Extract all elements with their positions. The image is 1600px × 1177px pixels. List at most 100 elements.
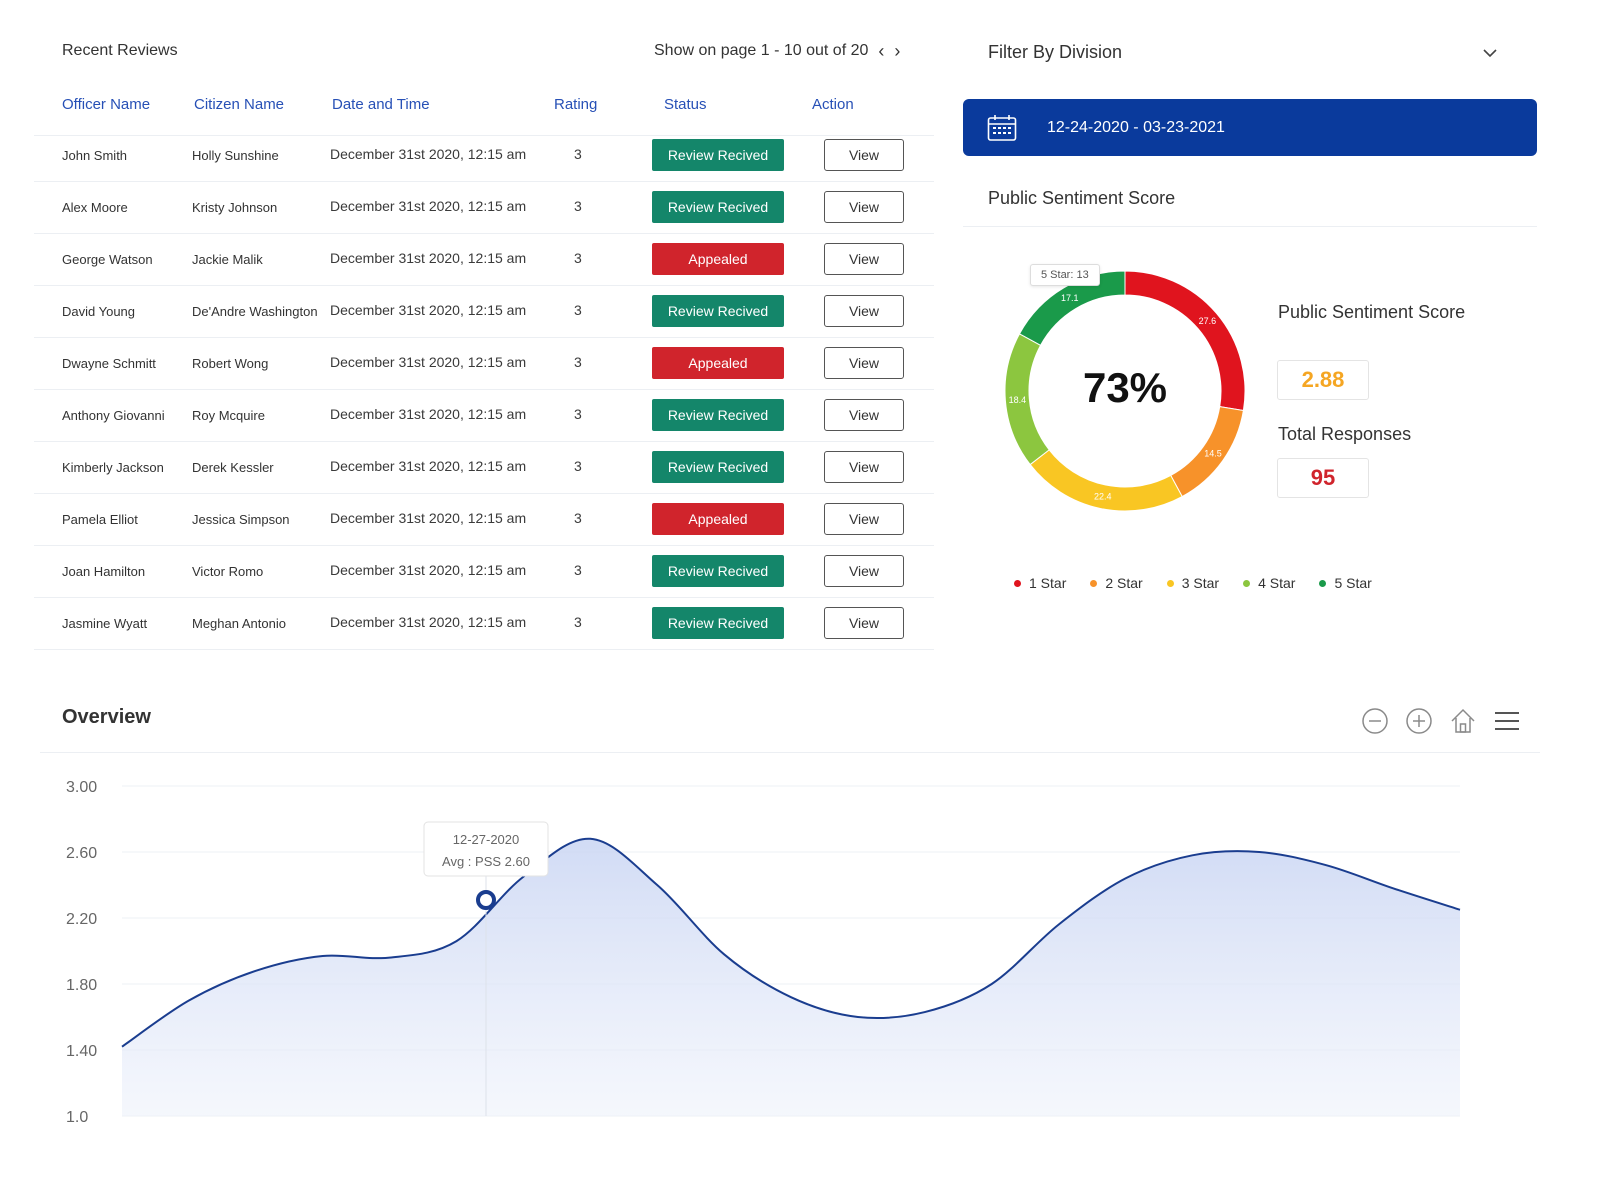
legend-item: 1 Star (1014, 575, 1066, 591)
donut-legend: 1 Star 2 Star 3 Star 4 Star 5 Star (1014, 575, 1372, 591)
view-button[interactable]: View (824, 243, 904, 275)
zoom-in-icon[interactable] (1404, 706, 1434, 736)
legend-dot (1014, 579, 1021, 587)
legend-item: 2 Star (1090, 575, 1143, 591)
recent-reviews-panel: Recent Reviews Show on page 1 - 10 out o… (34, 20, 934, 660)
sentiment-donut-chart: 27.6 14.5 22.4 18.4 17.1 73% 5 Star: 13 (990, 258, 1260, 538)
donut-slice-label: 27.6 (1199, 316, 1217, 326)
column-header-status[interactable]: Status (664, 96, 707, 113)
date-range-picker[interactable]: 12-24-2020 - 03-23-2021 (963, 99, 1537, 156)
chart-toolbar (1360, 706, 1522, 736)
y-tick-label: 1.80 (66, 977, 97, 994)
citizen-name-cell: Holly Sunshine (192, 148, 279, 163)
y-tick-label: 3.00 (66, 779, 97, 796)
donut-center-label: 73% (1082, 364, 1168, 411)
chevron-right-icon[interactable]: › (894, 41, 901, 61)
donut-slice[interactable] (1018, 270, 1126, 346)
rating-cell: 3 (574, 354, 582, 370)
date-time-cell: December 31st 2020, 12:15 am (330, 146, 527, 162)
view-button[interactable]: View (824, 607, 904, 639)
highlight-marker[interactable] (476, 890, 496, 910)
chart-tooltip-box (423, 821, 549, 877)
divider (963, 226, 1537, 227)
view-button[interactable]: View (824, 451, 904, 483)
column-header-date[interactable]: Date and Time (332, 96, 430, 113)
overview-area-chart: 3.00 2.60 2.20 1.80 1.40 1.0 12-27-2020 Avg : P… (40, 770, 1540, 1170)
donut-tooltip: 5 Star: 13 (1030, 264, 1100, 286)
column-header-citizen[interactable]: Citizen Name (194, 96, 285, 113)
table-row: Alex Moore Kristy Johnson December 31st 20… (34, 182, 934, 234)
rating-cell: 3 (574, 250, 582, 266)
rating-cell: 3 (574, 146, 582, 162)
column-header-action[interactable]: Action (812, 96, 854, 113)
status-badge: Review Recived (652, 191, 784, 223)
y-tick-label: 2.20 (66, 911, 97, 928)
table-row: Jasmine Wyatt Meghan Antonio December 31st… (34, 598, 934, 650)
recent-reviews-title: Recent Reviews (62, 42, 178, 59)
table-row: Pamela Elliot Jessica Simpson December 31s… (34, 494, 934, 546)
legend-label: 5 Star (1334, 575, 1372, 591)
rating-cell: 3 (574, 614, 582, 630)
rating-cell: 3 (574, 458, 582, 474)
view-button[interactable]: View (824, 191, 904, 223)
home-icon[interactable] (1448, 706, 1478, 736)
view-button[interactable]: View (824, 347, 904, 379)
citizen-name-cell: Kristy Johnson (192, 200, 278, 215)
officer-name-cell: Dwayne Schmitt (62, 356, 156, 371)
division-filter[interactable]: Filter By Division (988, 42, 1528, 63)
table-row: Joan Hamilton Victor Romo December 31st 20… (34, 546, 934, 598)
officer-name-cell: Jasmine Wyatt (62, 616, 148, 631)
donut-slice-label: 17.1 (1061, 293, 1079, 303)
donut-slice-label: 14.5 (1204, 449, 1222, 459)
overview-title: Overview (62, 706, 151, 728)
citizen-name-cell: Robert Wong (192, 356, 269, 371)
date-time-cell: December 31st 2020, 12:15 am (330, 198, 527, 214)
menu-icon[interactable] (1492, 706, 1522, 736)
zoom-out-icon[interactable] (1360, 706, 1390, 736)
donut-slice-label: 22.4 (1094, 492, 1112, 502)
legend-dot (1243, 579, 1251, 587)
chevron-left-icon[interactable]: ‹ (878, 41, 885, 61)
citizen-name-cell: Victor Romo (192, 564, 264, 579)
table-body: John Smith Holly Sunshine December 31st 20… (34, 130, 934, 650)
column-header-rating[interactable]: Rating (554, 96, 598, 113)
officer-name-cell: John Smith (62, 148, 128, 163)
view-button[interactable]: View (824, 139, 904, 171)
table-row: David Young De'Andre Washington December 3… (34, 286, 934, 338)
legend-dot (1166, 579, 1174, 587)
filter-label: Filter By Division (988, 42, 1123, 62)
area-chart-svg: 3.00 2.60 2.20 1.80 1.40 1.0 12-27-2020 Avg : P… (66, 779, 1461, 1126)
rating-cell: 3 (574, 562, 582, 578)
date-time-cell: December 31st 2020, 12:15 am (330, 406, 527, 422)
column-header-officer[interactable]: Officer Name (62, 96, 151, 113)
citizen-name-cell: Roy Mcquire (192, 408, 265, 423)
total-responses-value: 95 (1277, 458, 1369, 498)
legend-label: 2 Star (1105, 575, 1143, 591)
chart-tooltip-value: Avg : PSS 2.60 (442, 854, 530, 869)
view-button[interactable]: View (824, 295, 904, 327)
table-row: George Watson Jackie Malik December 31st 2… (34, 234, 934, 286)
rating-cell: 3 (574, 406, 582, 422)
donut-svg: 27.6 14.5 22.4 18.4 17.1 (1004, 270, 1246, 512)
table-row: Kimberly Jackson Derek Kessler December 31… (34, 442, 934, 494)
status-badge: Review Recived (652, 451, 784, 483)
sentiment-score-title: Public Sentiment Score (1278, 302, 1466, 322)
view-button[interactable]: View (824, 399, 904, 431)
date-range-value: 12-24-2020 - 03-23-2021 (1047, 118, 1225, 136)
status-badge: Appealed (652, 347, 784, 379)
date-time-cell: December 31st 2020, 12:15 am (330, 250, 527, 266)
date-time-cell: December 31st 2020, 12:15 am (330, 510, 527, 526)
officer-name-cell: Anthony Giovanni (62, 408, 165, 423)
rating-cell: 3 (574, 198, 582, 214)
view-button[interactable]: View (824, 503, 904, 535)
y-tick-label: 1.40 (66, 1043, 97, 1060)
chevron-down-icon[interactable] (1482, 48, 1498, 58)
y-tick-label: 2.60 (66, 845, 97, 862)
status-badge: Review Recived (652, 295, 784, 327)
total-responses-title: Total Responses (1278, 424, 1412, 444)
donut-slice[interactable] (1029, 449, 1183, 512)
date-time-cell: December 31st 2020, 12:15 am (330, 562, 527, 578)
donut-slice-label: 18.4 (1009, 395, 1027, 405)
view-button[interactable]: View (824, 555, 904, 587)
status-badge: Appealed (652, 243, 784, 275)
